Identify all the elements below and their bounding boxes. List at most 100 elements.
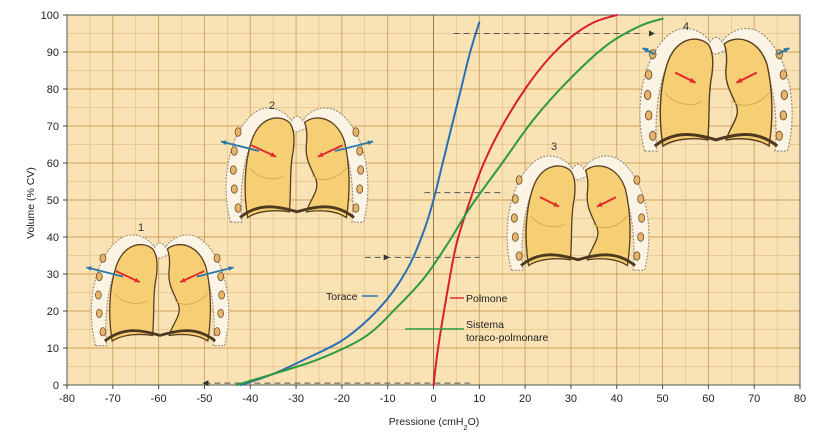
annotation-torace: Torace	[326, 291, 378, 303]
rib	[217, 308, 225, 318]
y-tick-label: 10	[47, 343, 59, 355]
rib	[779, 69, 787, 80]
rib	[230, 184, 238, 194]
x-axis-ticks: -80 -70 -60 -50 -40 -30 -20 -10 0 10 20 30 40 50 60 70 8…	[59, 385, 806, 405]
rib	[218, 290, 225, 300]
illustrations	[86, 27, 793, 347]
annotation-sistema-label: Sistema	[466, 319, 504, 331]
x-tick-label: 30	[565, 393, 577, 405]
rib	[357, 165, 365, 175]
series-sistema	[235, 17, 664, 386]
reference-arrow	[648, 30, 655, 37]
x-tick-label: 0	[430, 393, 436, 405]
lung-figure-2	[220, 107, 374, 223]
series-layer	[235, 14, 664, 386]
rib	[633, 175, 641, 185]
rib	[99, 327, 107, 337]
x-tick-label: -30	[288, 393, 304, 405]
arrow-chest-out	[196, 266, 234, 278]
lung-arc	[530, 215, 565, 228]
arrow-chest-in-head	[783, 48, 790, 53]
x-tick-label: -80	[59, 393, 75, 405]
y-tick-label: 20	[47, 306, 59, 318]
lung-arc	[249, 167, 284, 180]
diaphragm	[653, 133, 779, 148]
y-tick-label: 60	[47, 158, 59, 170]
rib	[95, 290, 102, 300]
rib	[645, 110, 653, 121]
arrow-lung-in-head	[736, 77, 743, 83]
rib	[230, 146, 238, 156]
y-tick-label: 40	[47, 232, 59, 244]
rib	[637, 194, 645, 204]
y-tick-label: 0	[53, 380, 59, 392]
x-tick-label: 60	[702, 393, 714, 405]
arrow-lung-in-head	[597, 202, 603, 207]
rib	[510, 213, 518, 223]
annotation-sistema-label-2: toraco-polmonare	[466, 332, 548, 344]
rib	[645, 69, 653, 80]
x-tick-label: 50	[656, 393, 668, 405]
rib	[234, 127, 242, 137]
x-tick-label: 10	[473, 393, 485, 405]
diaphragm	[520, 253, 636, 267]
arrow-lung-in-head	[270, 152, 277, 157]
lung-left	[525, 165, 576, 267]
rib	[515, 175, 523, 185]
arrow-chest-out	[334, 140, 374, 152]
figure-label-4: 4	[683, 21, 689, 33]
reference-arrow	[383, 254, 390, 261]
rib	[213, 253, 221, 263]
y-tick-label: 50	[47, 195, 59, 207]
x-tick-label: 70	[748, 393, 760, 405]
x-axis-title-sub: 2	[463, 423, 467, 432]
rib	[638, 213, 646, 223]
rib	[99, 253, 107, 263]
y-tick-label: 70	[47, 121, 59, 133]
rib	[511, 194, 519, 204]
x-axis-title: Pressione (cmH2O)	[389, 416, 480, 432]
rib	[633, 251, 641, 261]
lung-arc	[113, 292, 148, 304]
rib	[356, 184, 364, 194]
rib	[779, 110, 787, 121]
lung-figure-4	[639, 27, 793, 152]
rib	[643, 90, 652, 100]
lung-arc	[732, 92, 770, 106]
rib	[95, 308, 103, 318]
rib	[213, 327, 221, 337]
series-torace	[240, 21, 481, 386]
x-tick-label: -20	[334, 393, 350, 405]
lung-left	[244, 117, 295, 219]
x-tick-label: -10	[380, 393, 396, 405]
series-polmone	[432, 14, 618, 386]
x-tick-label: -50	[196, 393, 212, 405]
arrow-lung-in-head	[553, 202, 559, 207]
lung-right	[303, 117, 350, 219]
rib	[356, 146, 364, 156]
arrow-lung-in-head	[134, 277, 140, 283]
figure-label-2: 2	[269, 100, 275, 112]
annotation-polmone-label: Polmone	[466, 293, 508, 305]
annotation-polmone: Polmone	[450, 293, 508, 305]
arrow-lung-in-head	[180, 277, 186, 283]
arrow-chest-out	[86, 266, 124, 278]
y-tick-label: 80	[47, 84, 59, 96]
lung-figure-1	[86, 234, 234, 347]
y-axis-title: Volume (% CV)	[25, 167, 37, 239]
arrow-lung-in-head	[689, 77, 696, 83]
arrow-chest-in-head	[642, 48, 649, 53]
rib	[352, 127, 360, 137]
rib	[637, 232, 645, 242]
lung-left	[109, 244, 158, 343]
arrow-chest-out-head	[221, 140, 227, 146]
rib	[649, 130, 657, 141]
x-tick-label: 80	[794, 393, 806, 405]
x-axis-title-end: O)	[468, 416, 480, 428]
diaphragm	[103, 329, 217, 343]
rib	[775, 130, 783, 141]
rib	[511, 232, 519, 242]
rib	[234, 203, 242, 213]
lung-right	[723, 38, 773, 148]
